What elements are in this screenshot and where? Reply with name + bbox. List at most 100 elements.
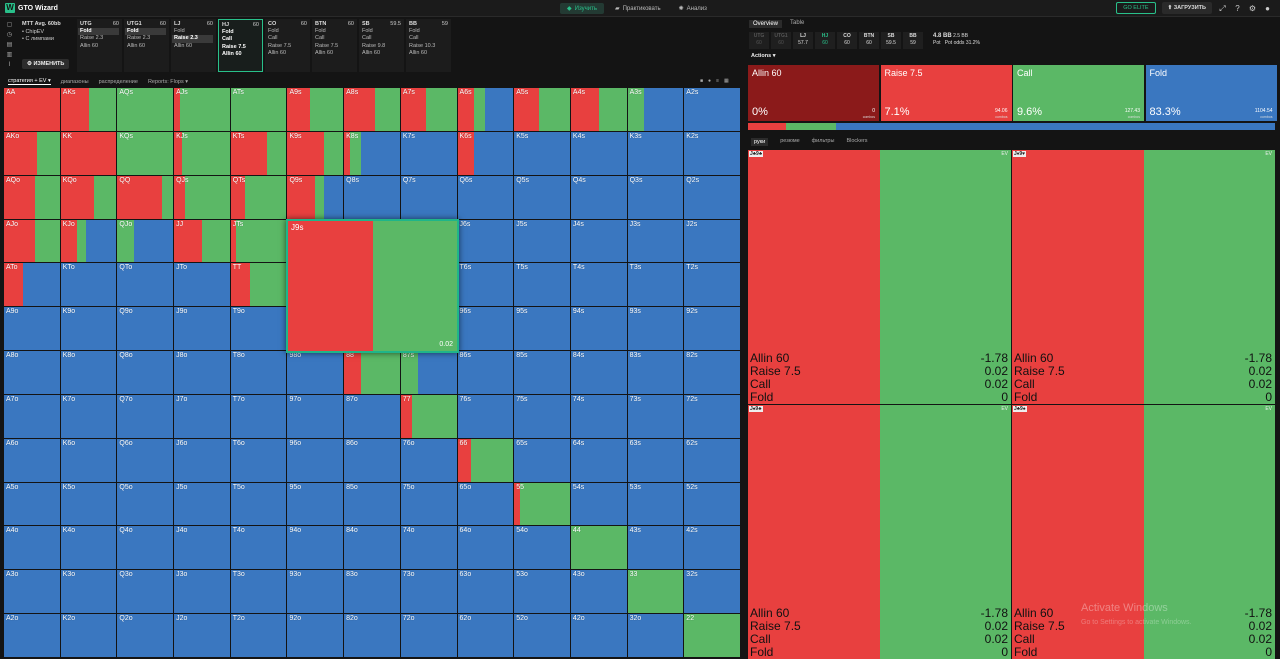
hand-cell[interactable]: 97o bbox=[287, 394, 344, 438]
hand-cell[interactable]: J4s bbox=[570, 219, 627, 263]
hand-cell[interactable]: Q2o bbox=[117, 614, 174, 657]
action-summary-allin[interactable]: Allin 60 0% 0 combos bbox=[748, 65, 879, 121]
hand-cell[interactable]: J4o bbox=[174, 526, 230, 570]
hand-cell[interactable]: JJ bbox=[174, 219, 230, 263]
position-action[interactable]: Allin 60 bbox=[315, 49, 334, 56]
hand-cell[interactable]: 22 bbox=[684, 614, 740, 657]
hand-cell[interactable]: Q2s bbox=[684, 175, 740, 219]
app-logo[interactable]: W GTO Wizard bbox=[5, 3, 58, 13]
actions-dropdown[interactable]: Actions ▾ bbox=[751, 53, 776, 59]
hand-cell[interactable]: J7o bbox=[174, 394, 230, 438]
hand-cell[interactable]: T8o bbox=[230, 351, 287, 394]
hand-cell[interactable]: Q4s bbox=[570, 175, 627, 219]
hand-cell[interactable]: AKo bbox=[4, 131, 60, 175]
list-icon[interactable]: ≡ bbox=[716, 78, 719, 84]
summary-position-sb[interactable]: SB 59.5 bbox=[881, 32, 901, 49]
hand-cell[interactable]: QJs bbox=[174, 175, 230, 219]
tab-strategy-ev[interactable]: стратегия + EV ▾ bbox=[8, 78, 51, 85]
position-action[interactable]: Call bbox=[362, 35, 372, 42]
hand-cell[interactable]: 62s bbox=[684, 438, 740, 482]
hand-cell[interactable]: AJs bbox=[174, 88, 230, 131]
hand-cell[interactable]: Q5s bbox=[514, 175, 570, 219]
hand-cell[interactable]: 43o bbox=[570, 570, 627, 614]
hand-cell[interactable]: 94s bbox=[570, 307, 627, 351]
position-action[interactable]: Fold bbox=[362, 28, 373, 35]
hand-cell[interactable]: 72s bbox=[684, 394, 740, 438]
hand-cell[interactable]: K7s bbox=[400, 131, 457, 175]
hand-cell[interactable]: A3s bbox=[627, 88, 684, 131]
position-action[interactable]: Allin 60 bbox=[174, 42, 193, 49]
position-action[interactable]: Fold bbox=[125, 28, 166, 36]
hand-cell[interactable]: T5s bbox=[514, 263, 570, 307]
hand-cell[interactable]: A2s bbox=[684, 88, 740, 131]
summary-position-co[interactable]: CO 60 bbox=[837, 32, 857, 49]
hand-cell[interactable]: AKs bbox=[60, 88, 117, 131]
hand-cell[interactable]: 96s bbox=[457, 307, 514, 351]
hand-cell[interactable]: J9o bbox=[174, 307, 230, 351]
hand-cell[interactable]: 43s bbox=[627, 526, 684, 570]
hand-cell[interactable]: A6o bbox=[4, 438, 60, 482]
position-action[interactable]: Raise 2.3 bbox=[127, 35, 151, 42]
hand-cell[interactable]: 92o bbox=[287, 614, 344, 657]
hand-cell[interactable]: 86o bbox=[344, 438, 400, 482]
tab-distribution[interactable]: распределение bbox=[98, 78, 138, 85]
hand-cell[interactable]: 84o bbox=[344, 526, 400, 570]
summary-position-hj[interactable]: HJ 60 bbox=[815, 32, 835, 49]
hand-cell[interactable]: 64o bbox=[457, 526, 514, 570]
nav-practice[interactable]: ▰ Практиковать bbox=[614, 5, 661, 13]
action-summary-raise[interactable]: Raise 7.5 7.1% 94.06 combos bbox=[880, 65, 1012, 121]
square-view-icon[interactable]: ■ bbox=[700, 78, 704, 84]
tab-blockers[interactable]: Blockers bbox=[846, 138, 868, 144]
hand-cell[interactable]: ATo bbox=[4, 263, 60, 307]
hand-cell[interactable]: A5o bbox=[4, 482, 60, 526]
position-action[interactable]: Allin 60 bbox=[80, 42, 99, 49]
hand-cell[interactable]: K6o bbox=[60, 438, 117, 482]
hand-cell[interactable]: 92s bbox=[684, 307, 740, 351]
combo-cell[interactable]: J♠9♣ EV Allin 60 -1.78 Raise 7.5 0.02 Call 0.02… bbox=[748, 405, 1011, 659]
position-action[interactable]: Raise 10.3 bbox=[409, 42, 436, 49]
position-card-utg[interactable]: UTG 60 Fold Raise 2.3 Allin 60 bbox=[77, 19, 122, 72]
hand-cell[interactable]: A7o bbox=[4, 394, 60, 438]
hand-cell[interactable]: 77 bbox=[400, 394, 457, 438]
hand-cell[interactable]: 52o bbox=[514, 614, 570, 657]
tab-filters[interactable]: фильтры bbox=[811, 138, 835, 144]
hand-cell[interactable]: 55 bbox=[514, 482, 570, 526]
hand-cell[interactable]: QTs bbox=[230, 175, 287, 219]
summary-position-utg[interactable]: UTG 60 bbox=[749, 32, 769, 49]
hand-cell[interactable]: Q6o bbox=[117, 438, 174, 482]
grid-icon[interactable]: ▦ bbox=[723, 78, 729, 84]
tab-overview[interactable]: Overview bbox=[749, 20, 783, 28]
summary-position-utg1[interactable]: UTG1 60 bbox=[771, 32, 791, 49]
hand-cell[interactable]: 82s bbox=[684, 351, 740, 394]
nav-study[interactable]: ◆ Изучить bbox=[560, 3, 604, 14]
hand-cell[interactable]: 32s bbox=[684, 570, 740, 614]
position-action[interactable]: Raise 2.3 bbox=[80, 35, 104, 42]
hand-cell[interactable]: 62o bbox=[457, 614, 514, 657]
hand-cell[interactable]: TT bbox=[230, 263, 287, 307]
hand-cell[interactable]: A9s bbox=[287, 88, 344, 131]
hand-cell[interactable]: 54s bbox=[570, 482, 627, 526]
hand-cell[interactable]: 88 bbox=[344, 351, 400, 394]
fullscreen-icon[interactable]: ⤢ bbox=[1219, 3, 1226, 13]
hand-cell[interactable]: A7s bbox=[400, 88, 457, 131]
hand-cell[interactable]: K3s bbox=[627, 131, 684, 175]
hand-cell[interactable]: 95o bbox=[287, 482, 344, 526]
hand-cell[interactable]: K8s bbox=[344, 131, 400, 175]
hand-cell[interactable]: K5o bbox=[60, 482, 117, 526]
hand-cell[interactable]: QQ bbox=[117, 175, 174, 219]
hand-cell[interactable]: 87s bbox=[400, 351, 457, 394]
combo-cell[interactable]: J♦9♥ EV Allin 60 -1.78 Raise 7.5 0.02 Call 0.02… bbox=[1012, 150, 1275, 404]
position-action[interactable]: Allin 60 bbox=[409, 49, 428, 56]
hand-cell[interactable]: A9o bbox=[4, 307, 60, 351]
hand-cell[interactable]: KJo bbox=[60, 219, 117, 263]
hand-cell[interactable]: T5o bbox=[230, 482, 287, 526]
text-cursor-icon[interactable]: I bbox=[8, 62, 11, 68]
hand-cell[interactable]: 64s bbox=[570, 438, 627, 482]
hand-cell[interactable]: K3o bbox=[60, 570, 117, 614]
position-action[interactable]: Raise 7.5 bbox=[315, 42, 339, 49]
hand-cell[interactable]: 33 bbox=[627, 570, 684, 614]
position-action[interactable]: Allin 60 bbox=[127, 42, 146, 49]
hand-cell[interactable]: 42o bbox=[570, 614, 627, 657]
clock-icon[interactable]: ◷ bbox=[6, 32, 13, 38]
hand-cell[interactable]: 86s bbox=[457, 351, 514, 394]
